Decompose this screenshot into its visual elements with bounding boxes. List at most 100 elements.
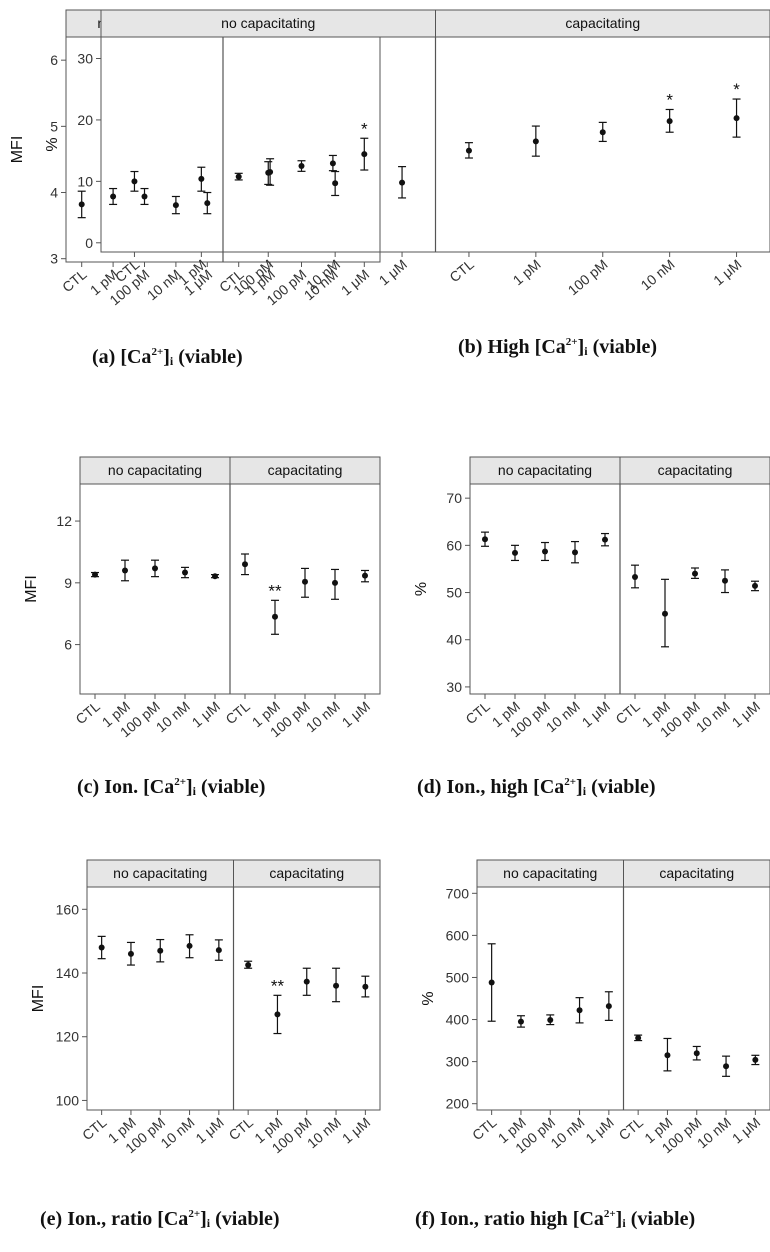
x-tick-label: 1 μM	[339, 698, 373, 730]
x-tick-label: 1 μM	[189, 698, 223, 730]
data-point	[532, 138, 539, 145]
data-point	[666, 118, 673, 125]
data-point	[274, 1011, 281, 1018]
data-point	[605, 1003, 612, 1010]
facet-label: no capacitating	[108, 462, 202, 478]
y-tick-label: 100	[56, 1092, 80, 1108]
data-point	[599, 129, 606, 136]
x-tick-label: CTL	[612, 698, 643, 727]
data-point	[157, 947, 164, 954]
x-tick-label: 10 nM	[547, 1114, 587, 1151]
facet-label: no capacitating	[498, 462, 592, 478]
x-tick-label: CTL	[72, 698, 103, 727]
chart-b: no capacitating capacitating 0 10 20 30% CTL 1 …	[44, 9, 770, 298]
figure-caption: (b) High [Ca2+]i (viable)	[458, 336, 658, 358]
y-tick-label: 500	[446, 969, 470, 985]
data-point	[303, 978, 310, 985]
facet-label: capacitating	[269, 865, 344, 881]
data-point	[333, 982, 340, 989]
x-tick-label: 1 μM	[729, 698, 763, 730]
x-tick-label: 10 nM	[694, 1114, 734, 1151]
y-tick-label: 400	[446, 1012, 470, 1028]
facet-label: capacitating	[658, 462, 733, 478]
y-axis-label: %	[44, 137, 61, 151]
facet-strip	[229, 456, 381, 485]
y-tick-label: 5	[50, 118, 58, 134]
chart-f: no capacitating capacitating 200 300 400 500 6…	[420, 859, 770, 1156]
y-tick-label: 200	[446, 1096, 470, 1112]
y-tick-label: 9	[64, 575, 72, 591]
data-point	[212, 573, 218, 580]
data-point	[186, 942, 193, 949]
y-tick-label: 6	[50, 52, 58, 68]
x-tick-label: 10 nM	[153, 698, 193, 735]
y-tick-label: 0	[85, 235, 93, 251]
x-tick-label: CTL	[79, 1114, 110, 1143]
significance-marker: *	[361, 119, 368, 138]
facet-strip	[623, 859, 770, 888]
data-point	[152, 565, 158, 572]
data-point	[272, 613, 278, 620]
chart-d: no capacitating capacitating 30 40 50 60 70% CT…	[413, 456, 770, 740]
x-tick-label: 10 nM	[693, 698, 733, 735]
facet-strip	[86, 859, 234, 888]
x-tick-label: 1 μM	[582, 1114, 616, 1146]
data-point	[733, 115, 740, 122]
data-point	[517, 1018, 524, 1025]
data-point	[182, 569, 188, 576]
figure-caption: (d) Ion., high [Ca2+]i (viable)	[417, 776, 656, 798]
y-axis-label: MFI	[9, 136, 26, 164]
data-point	[298, 163, 305, 170]
x-tick-label: CTL	[469, 1114, 500, 1143]
significance-marker: *	[666, 90, 673, 109]
data-point	[332, 579, 338, 586]
data-point	[235, 173, 242, 180]
significance-marker: *	[733, 80, 740, 99]
x-tick-label: 10 nM	[637, 256, 677, 293]
x-tick-label: 1 μM	[710, 256, 744, 288]
y-axis-label: MFI	[23, 575, 40, 603]
data-point	[512, 549, 518, 556]
data-point	[131, 178, 138, 185]
y-axis-label: %	[420, 991, 437, 1005]
x-tick-label: 1 μM	[729, 1114, 763, 1146]
data-point	[127, 950, 134, 957]
y-tick-label: 4	[50, 185, 58, 201]
facet-strip	[233, 859, 381, 888]
x-tick-label: 1 μM	[338, 266, 372, 298]
y-tick-label: 70	[446, 490, 462, 506]
data-point	[245, 962, 252, 969]
x-tick-label: CTL	[462, 698, 493, 727]
y-tick-label: 700	[446, 885, 470, 901]
data-point	[722, 577, 728, 584]
data-point	[723, 1063, 730, 1070]
y-axis-label: MFI	[30, 985, 47, 1013]
x-tick-label: 1 μM	[579, 698, 613, 730]
x-tick-label: CTL	[59, 266, 90, 295]
figure-caption: (e) Ion., ratio [Ca2+]i (viable)	[40, 1208, 280, 1230]
y-tick-label: 6	[64, 637, 72, 653]
data-point	[482, 536, 488, 543]
data-point	[78, 201, 85, 208]
data-point	[664, 1052, 671, 1059]
data-point	[172, 202, 179, 209]
data-point	[399, 179, 406, 186]
data-point	[361, 151, 368, 158]
data-point	[242, 561, 248, 568]
y-tick-label: 600	[446, 927, 470, 943]
y-tick-label: 60	[446, 537, 462, 553]
data-point	[635, 1035, 642, 1042]
facet-label: capacitating	[565, 15, 640, 31]
data-point	[110, 193, 117, 200]
y-tick-label: 160	[56, 901, 80, 917]
facet-label: capacitating	[268, 462, 343, 478]
data-point	[204, 200, 211, 207]
data-point	[542, 548, 548, 555]
y-tick-label: 10	[77, 173, 93, 189]
y-tick-label: 40	[446, 632, 462, 648]
facet-label: no capacitating	[113, 865, 207, 881]
data-point	[576, 1007, 583, 1014]
x-tick-label: 10 nM	[157, 1114, 197, 1151]
x-tick-label: 100 pM	[565, 256, 611, 298]
